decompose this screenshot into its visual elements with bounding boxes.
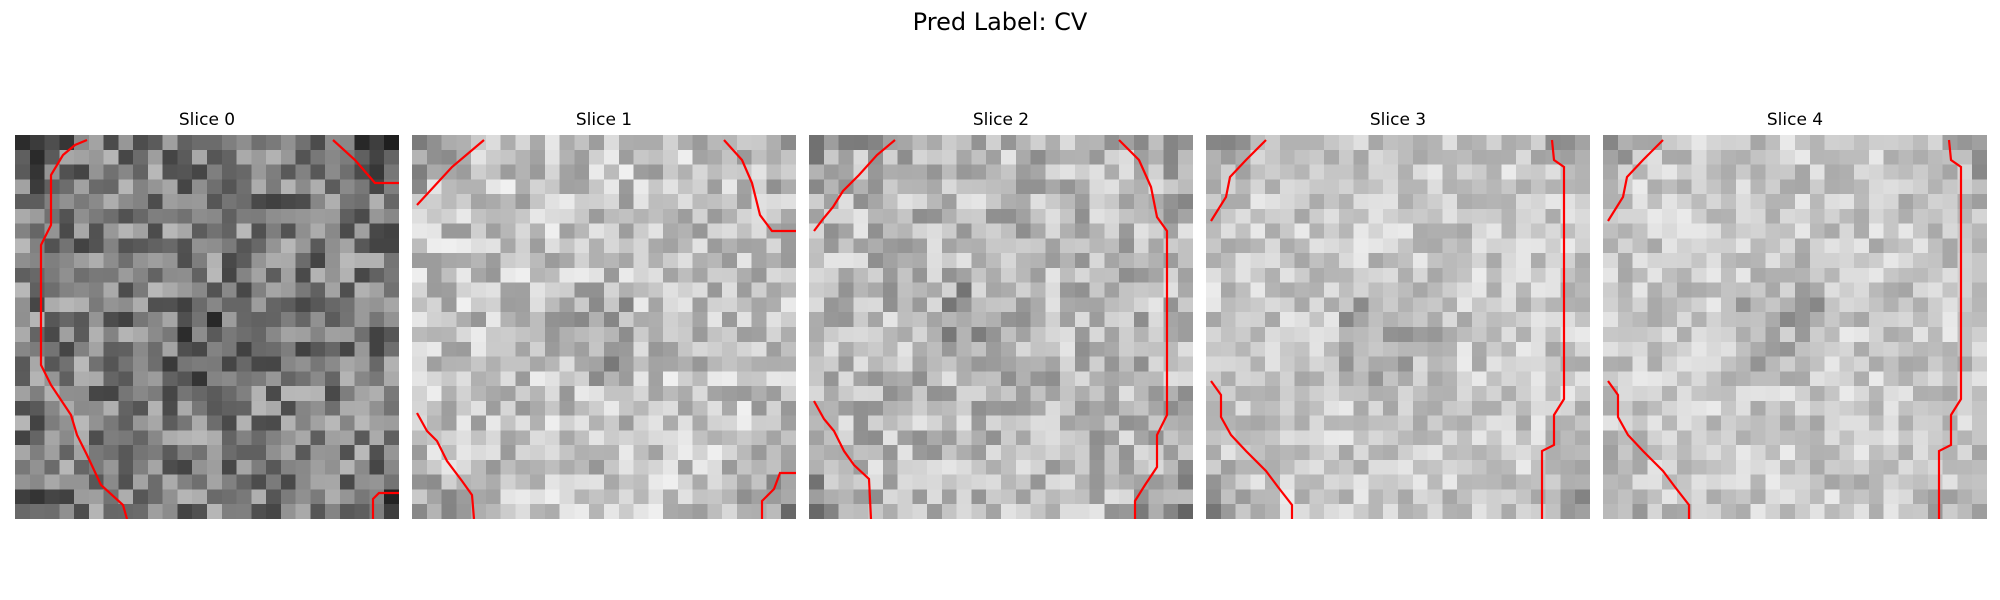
slice-title: Slice 1 xyxy=(575,110,633,130)
slice-image xyxy=(1206,135,1590,519)
segmentation-contour xyxy=(760,471,796,519)
slice-image xyxy=(1603,135,1987,519)
segmentation-contour xyxy=(723,139,796,233)
segmentation-contour xyxy=(1210,380,1294,519)
slice-title: Slice 0 xyxy=(178,110,236,130)
segmentation-contour xyxy=(813,139,896,232)
segmentation-contour xyxy=(39,138,129,519)
segmentation-contour xyxy=(1607,139,1664,222)
slice-image xyxy=(412,135,796,519)
slice-image xyxy=(15,135,399,519)
segmentation-contour xyxy=(1540,139,1566,519)
figure-title: Pred Label: CV xyxy=(912,8,1088,36)
slice-title: Slice 3 xyxy=(1369,110,1427,130)
segmentation-contour xyxy=(371,491,399,519)
segmentation-contour xyxy=(1210,139,1267,222)
segmentation-contour xyxy=(416,412,476,519)
slice-panel-4: Slice 4 xyxy=(1603,108,1987,519)
segmentation-contour xyxy=(1607,380,1691,519)
segmentation-contour xyxy=(1118,139,1169,519)
segmentation-contour xyxy=(332,139,399,185)
slice-panel-1: Slice 1 xyxy=(412,108,796,519)
segmentation-contour xyxy=(416,139,485,206)
segmentation-contour xyxy=(813,400,873,519)
slice-title: Slice 2 xyxy=(972,110,1030,130)
slice-image xyxy=(809,135,1193,519)
slice-panel-3: Slice 3 xyxy=(1206,108,1590,519)
segmentation-contour xyxy=(1937,139,1963,519)
slice-panel-0: Slice 0 xyxy=(15,108,399,519)
slice-panel-2: Slice 2 xyxy=(809,108,1193,519)
slice-title: Slice 4 xyxy=(1766,110,1824,130)
